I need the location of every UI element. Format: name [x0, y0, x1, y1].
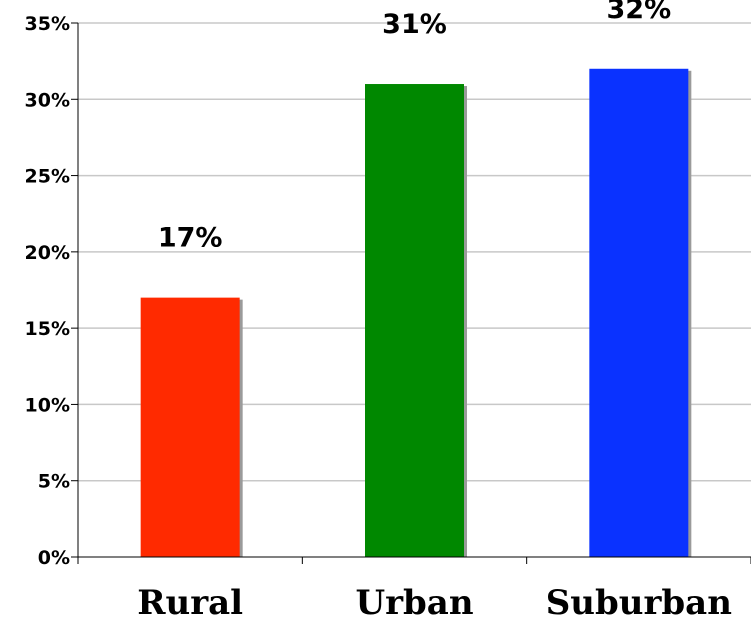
data-label: 17% — [158, 223, 223, 254]
category-label: Suburban — [546, 583, 732, 617]
axes — [71, 22, 751, 564]
y-tick-label: 0% — [38, 547, 70, 569]
y-tick-label: 30% — [25, 89, 70, 111]
y-tick-label: 20% — [25, 242, 70, 264]
y-tick-label: 15% — [25, 318, 70, 340]
bar-rural — [140, 297, 240, 557]
data-label: 32% — [607, 0, 672, 25]
y-tick-label: 5% — [38, 471, 70, 493]
category-label: Urban — [355, 583, 473, 617]
bar-urban — [365, 84, 464, 558]
bars — [140, 68, 692, 558]
y-tick-label: 35% — [25, 13, 70, 35]
data-label: 31% — [382, 9, 447, 40]
labels: 0% 5% 10% 15% 20% 25% 30% 35% 17% Rural 31% Urban 32… — [25, 0, 732, 617]
y-tick-label: 25% — [25, 166, 70, 188]
bar-suburban — [589, 68, 689, 558]
y-tick-label: 10% — [25, 394, 70, 416]
category-label: Rural — [137, 583, 243, 617]
